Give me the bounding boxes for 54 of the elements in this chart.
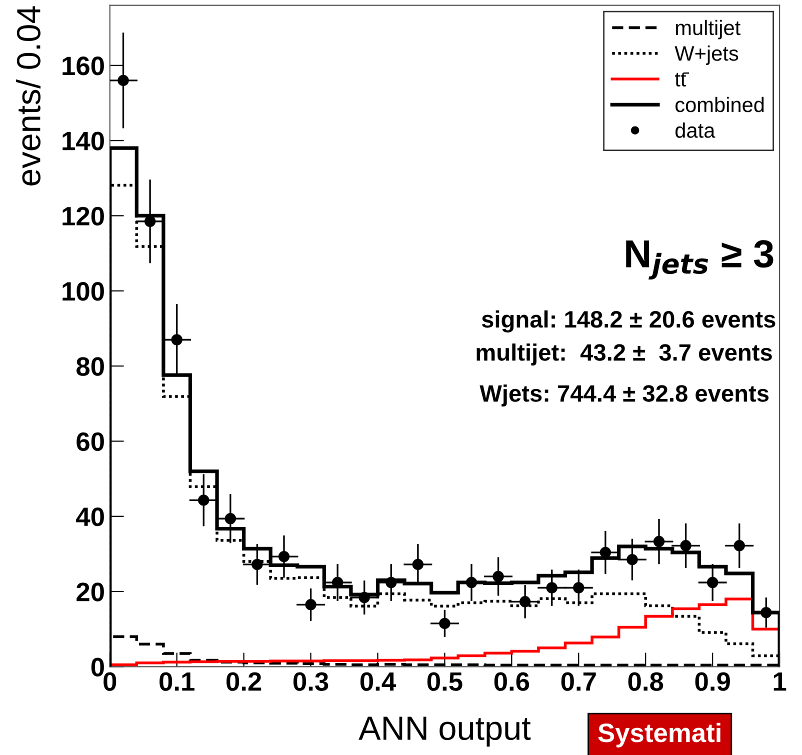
- y-tick-label: 100: [62, 282, 104, 301]
- y-tick-label: 120: [62, 206, 104, 226]
- x-tick-label: 0.8: [628, 672, 664, 691]
- point: [466, 576, 478, 588]
- y-tick-label: 0: [91, 658, 104, 676]
- text: Systemati: [598, 722, 720, 748]
- point: [653, 536, 665, 548]
- annotation: Wjets: 744.4 ± 32.8 events: [480, 384, 769, 407]
- legend-label: multijet: [676, 20, 740, 40]
- point: [680, 540, 692, 552]
- y-tick-label: 80: [76, 357, 104, 376]
- x-tick-label: 0.2: [226, 672, 262, 691]
- y-axis-title: events/ 0.04: [16, 6, 41, 186]
- y-tick-label: 140: [62, 132, 104, 150]
- point: [626, 554, 638, 566]
- y-tick-label: 40: [76, 507, 104, 526]
- point: [519, 596, 531, 608]
- x-tick-label: 0.4: [360, 672, 396, 691]
- legend-label: W+jets: [674, 46, 738, 65]
- x-tick-label: 1: [774, 672, 786, 691]
- point: [734, 540, 745, 552]
- annotation: signal: 148.2 ± 20.6 events: [482, 310, 776, 332]
- y-tick-label: 20: [76, 582, 104, 602]
- point: [492, 570, 504, 582]
- x-axis-title: ANN output: [358, 716, 531, 747]
- point: [305, 599, 316, 610]
- y-tick-label: 160: [62, 56, 104, 76]
- point: [573, 582, 584, 594]
- x-tick-label: 0.9: [695, 672, 730, 691]
- annotation: multijet: 43.2 ± 3.7 events: [476, 343, 772, 366]
- x-tick-label: 0.6: [494, 672, 530, 691]
- point: [412, 558, 424, 570]
- legend-label: tt̄: [674, 72, 689, 86]
- point: [118, 74, 129, 86]
- point: [198, 494, 210, 506]
- point: [278, 550, 290, 562]
- y-tick-label: 60: [76, 432, 104, 452]
- point: [760, 606, 772, 618]
- x-tick-label: 0.5: [427, 672, 462, 691]
- x-tick-label: 0.3: [293, 672, 328, 691]
- annotation: N$_{jets}$ ≥ 3: [626, 240, 774, 280]
- point: [224, 513, 236, 524]
- point: [706, 576, 718, 588]
- x-tick-label: 0.1: [160, 672, 194, 691]
- point: [252, 558, 263, 570]
- point: [171, 334, 182, 346]
- x-tick-label: 0: [104, 672, 116, 691]
- point: [439, 618, 450, 630]
- x-tick-label: 0.7: [561, 672, 596, 691]
- point: [546, 582, 558, 594]
- legend-label: data: [676, 122, 716, 138]
- point: [358, 592, 370, 604]
- legend-label: combined: [676, 96, 764, 112]
- point: [386, 576, 397, 588]
